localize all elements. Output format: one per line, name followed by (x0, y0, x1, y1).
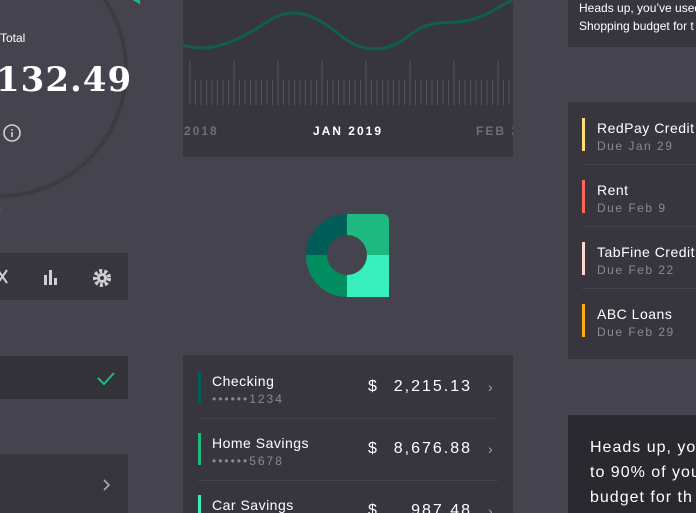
account-amount: 2,215.13 (393, 378, 472, 395)
bill-name: Rent (597, 182, 629, 198)
account-name: Car Savings (212, 497, 294, 513)
bill-due: Due Jan 29 (597, 139, 674, 153)
account-amount: 8,676.88 (393, 440, 472, 457)
account-color (198, 433, 201, 465)
account-name: Home Savings (212, 435, 310, 451)
account-currency: $ (368, 378, 377, 395)
divider (582, 164, 696, 165)
chevron[interactable]: › (488, 441, 493, 457)
chevron[interactable]: › (488, 379, 493, 395)
nav-bar (0, 253, 128, 300)
nav-icons (0, 269, 111, 287)
nav-icon-settings[interactable] (93, 269, 111, 287)
total-ring (0, 0, 140, 210)
account-currency: $ (368, 502, 377, 513)
divider (198, 418, 498, 419)
alert-card: Heads up, you’ve used Shopping budget fo… (568, 0, 696, 47)
check-icon (97, 372, 115, 386)
accounts-card: Checking ••••••1234 $2,215.13 › Home Savings… (183, 355, 513, 513)
account-currency: $ (368, 440, 377, 457)
chevron[interactable]: › (488, 503, 493, 513)
alert-line: Heads up, you’ve used (579, 1, 696, 15)
alert-text: Heads up, you’ve used Shopping budget fo… (579, 0, 696, 35)
account-color (198, 495, 201, 513)
account-name: Checking (212, 373, 275, 389)
selected-row[interactable] (0, 356, 128, 399)
bill-due: Due Feb 29 (597, 325, 675, 339)
total-label: Total (0, 31, 26, 45)
bill-color (582, 242, 585, 275)
chart-label: JAN 2019 (313, 124, 383, 138)
total-amount: 132.49 (0, 60, 133, 100)
bill-name: TabFine Credit (597, 244, 696, 260)
ring-track (0, 0, 128, 198)
info-icon[interactable] (2, 123, 22, 143)
account-amount: 987.48 (411, 502, 472, 513)
nav-icon-chart[interactable] (44, 270, 57, 285)
divider (198, 480, 498, 481)
account-number: ••••••5678 (212, 454, 284, 468)
bill-color (582, 180, 585, 213)
bill-color (582, 304, 585, 337)
alert-line: to 90% of you (590, 464, 696, 481)
alert-line: Heads up, you (590, 439, 696, 456)
divider (582, 288, 696, 289)
alert-line: Shopping budget for t (579, 19, 694, 33)
alert-line: budget for th (590, 489, 693, 506)
account-number: ••••••1234 (212, 392, 284, 406)
nav-icon[interactable] (0, 269, 8, 284)
chart-card: 2018 JAN 2019 FEB 2 (183, 0, 513, 157)
chart-ticks (189, 60, 510, 105)
spending-chart: 2018 JAN 2019 FEB 2 (183, 0, 513, 138)
divider (582, 226, 696, 227)
chart-line (183, 0, 513, 51)
bill-name: RedPay Credit (597, 120, 695, 136)
chevron (103, 479, 111, 491)
list-row[interactable] (0, 454, 128, 513)
bill-name: ABC Loans (597, 306, 673, 322)
rally-logo (305, 214, 389, 297)
bill-due: Due Feb 9 (597, 201, 667, 215)
chart-label: 2018 (184, 124, 219, 138)
bills-card: RedPay Credit Due Jan 29 Rent Due Feb 9 TabF… (568, 102, 696, 359)
chart-label: FEB 2 (476, 124, 513, 138)
budget-alert-text: Heads up, you to 90% of you budget for t… (590, 435, 696, 510)
account-color (198, 371, 201, 403)
bill-color (582, 118, 585, 151)
bill-due: Due Feb 22 (597, 263, 675, 277)
budget-alert: Heads up, you to 90% of you budget for t… (568, 415, 696, 513)
